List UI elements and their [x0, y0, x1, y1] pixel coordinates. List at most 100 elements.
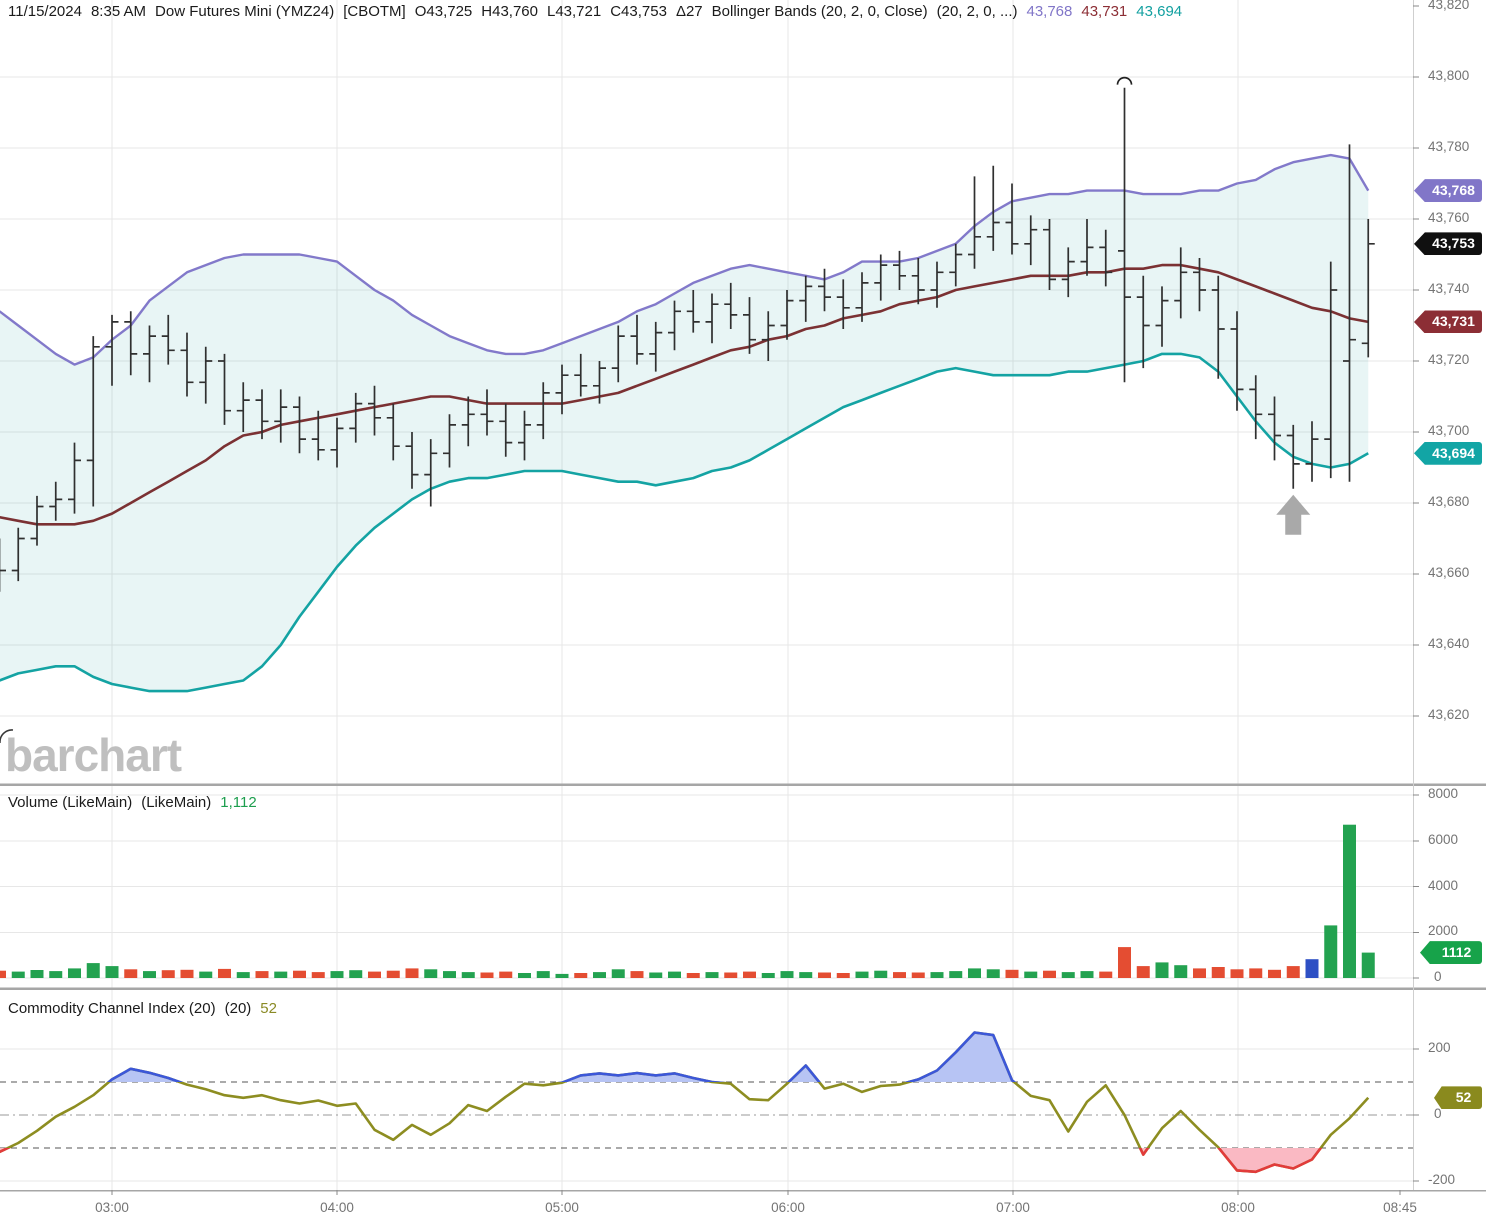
price-axis-label: 43,700: [1428, 423, 1470, 438]
ohlc-bar: [855, 272, 869, 322]
volume-bar: [105, 966, 119, 978]
volume-axis-label: 8000: [1428, 786, 1459, 801]
volume-bar: [1005, 969, 1019, 978]
volume-label: Volume (LikeMain): [8, 794, 133, 811]
ohlc-bar: [761, 311, 775, 361]
chart-header: 11/15/2024 8:35 AM Dow Futures Mini (YMZ…: [8, 3, 1182, 20]
ohlc-bar: [499, 403, 513, 457]
ohlc-bar: [630, 314, 644, 365]
ohlc-bar: [11, 527, 25, 582]
volume-bar: [1211, 967, 1225, 978]
volume-bar: [180, 969, 194, 978]
volume-bar: [1343, 824, 1356, 978]
volume-bar: [911, 972, 925, 978]
ohlc-bar: [49, 481, 63, 521]
low-value: L43,721: [546, 3, 602, 20]
bb-upper-value: 43,768: [1026, 3, 1073, 20]
ohlc-bar: [743, 297, 756, 354]
ohlc-bar: [1043, 219, 1056, 290]
ohlc-bar: [518, 410, 531, 461]
last-price-badge: 43,753: [1414, 232, 1482, 256]
volume-bar: [499, 971, 513, 978]
open-value: O43,725: [414, 3, 473, 20]
volume-bar: [743, 971, 756, 978]
ohlc-bar: [1249, 375, 1263, 440]
ohlc-bar: [968, 176, 981, 269]
volume-bar: [1155, 962, 1169, 978]
ohlc-bar: [649, 321, 663, 372]
volume-bar: [705, 972, 719, 978]
volume-bar: [1118, 947, 1131, 978]
volume-bar: [86, 963, 100, 978]
volume-bar: [1136, 966, 1150, 978]
volume-bar: [443, 971, 456, 978]
ohlc-bar: [330, 417, 344, 468]
logo-arc: [0, 729, 14, 743]
ohlc-bar: [461, 396, 475, 447]
ohlc-bar: [611, 325, 625, 383]
volume-bar: [836, 973, 850, 978]
volume-label-2: (LikeMain): [141, 794, 212, 811]
ohlc-bar: [349, 392, 363, 443]
ohlc-bar: [1343, 144, 1356, 482]
volume-bars[interactable]: [0, 824, 1375, 978]
ohlc-bar: [1136, 275, 1150, 369]
price-axis-label: 43,660: [1428, 565, 1470, 580]
spike-arc-marker: [1116, 76, 1133, 85]
volume-bar: [236, 972, 250, 978]
cci-line: [0, 1031, 1370, 1174]
bb-middle-price-badge: 43,731: [1414, 310, 1482, 334]
ohlc-bar: [124, 311, 138, 376]
volume-bar: [668, 971, 681, 978]
volume-bar: [893, 972, 906, 978]
volume-bar: [649, 972, 663, 978]
close-value: C43,753: [610, 3, 667, 20]
volume-bar: [424, 969, 438, 978]
ohlc-bar: [1174, 247, 1188, 319]
ohlc-bar: [1155, 286, 1169, 347]
bollinger-lower-band: [0, 352, 1369, 693]
cci-overbought-fill: [0, 1032, 1369, 1082]
bb-lower-value: 43,694: [1136, 3, 1183, 20]
price-axis-label: 43,720: [1428, 352, 1470, 367]
main-plot[interactable]: [0, 76, 1375, 693]
volume-bar: [11, 971, 25, 978]
ohlc-bar: [818, 268, 831, 312]
ohlc-bar: [199, 346, 213, 404]
volume-bar: [518, 973, 531, 978]
bb-lower-price-badge: 43,694: [1414, 441, 1482, 465]
ohlc-bar: [986, 165, 1000, 251]
volume-bar: [1061, 972, 1075, 978]
volume-bar: [930, 972, 944, 978]
ohlc-bar: [874, 254, 888, 301]
volume-bar: [330, 971, 344, 978]
ohlc-bar: [1005, 183, 1019, 255]
volume-bar: [818, 972, 831, 978]
volume-bar: [1080, 971, 1094, 978]
ohlc-bar: [1193, 258, 1206, 312]
volume-bar: [1268, 969, 1281, 978]
ohlc-bar: [724, 282, 738, 329]
ohlc-bar: [480, 389, 494, 436]
ohlc-bar: [1305, 421, 1319, 482]
price-axis-label: 43,760: [1428, 210, 1470, 225]
cci-axis-label: -200: [1428, 1172, 1456, 1187]
volume-bar: [686, 973, 700, 978]
ohlc-bar: [1286, 424, 1300, 489]
exchange-label: [CBOTM]: [343, 3, 406, 20]
ohlc-bar: [780, 290, 794, 340]
volume-bar: [0, 970, 6, 978]
ohlc-bar: [405, 432, 419, 489]
ohlc-bar: [236, 382, 250, 432]
volume-bar: [1230, 969, 1244, 978]
cci-badge: 52: [1434, 1086, 1482, 1110]
ohlc-bar: [86, 336, 100, 507]
volume-bar: [1305, 959, 1319, 978]
volume-bar: [218, 968, 231, 978]
ohlc-bars: [0, 87, 1375, 592]
volume-bar: [161, 970, 175, 978]
cci-plot[interactable]: [0, 1031, 1370, 1174]
ohlc-bar: [668, 300, 681, 351]
